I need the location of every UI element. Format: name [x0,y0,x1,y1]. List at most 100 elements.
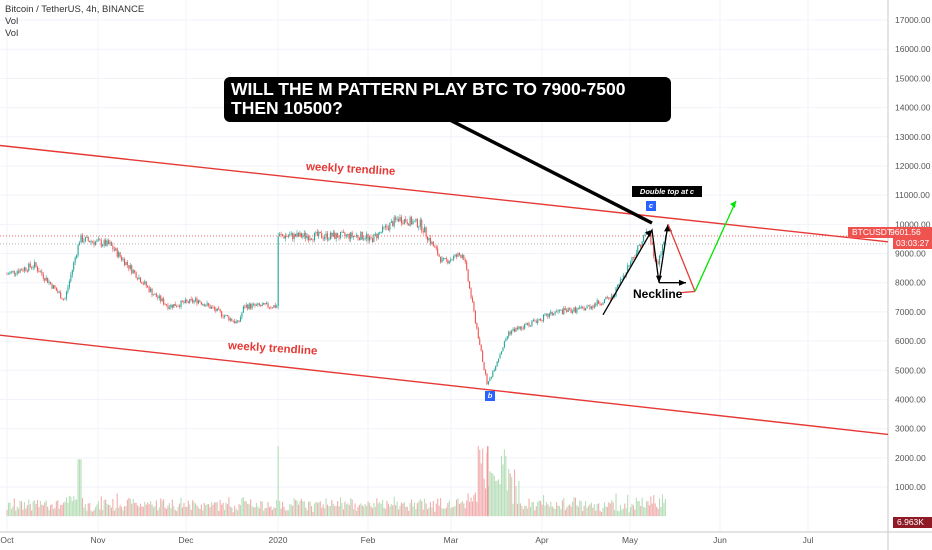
volume-bar [554,509,556,517]
volume-indicator-label[interactable]: Vol [5,16,19,27]
candle-body [9,272,11,274]
volume-bar [447,503,449,517]
candle-body [659,255,661,265]
price-candles [6,214,666,386]
candle-body [345,234,347,236]
candle-body [563,308,565,314]
candle-body [212,307,214,308]
candle-body [177,305,179,307]
candle-body [540,318,542,321]
volume-bar [390,504,392,517]
candle-body [112,245,114,250]
candle-body [448,261,450,264]
candle-body [409,217,411,226]
candle-body [193,300,195,303]
candle-body [457,253,459,257]
volume-bar [379,502,381,517]
candle-body [121,256,123,261]
candle-body [466,261,468,270]
volume-bar [77,459,79,517]
volume-bar [544,505,546,517]
candle-body [425,227,427,237]
volume-bar [660,506,662,517]
volume-bar [45,500,47,517]
volume-bar [450,508,452,517]
volume-bar [527,508,529,517]
volume-bar [203,502,205,517]
projection-up-head [730,200,736,208]
candle-body [247,304,249,310]
candle-body [442,258,445,260]
point-b-badge[interactable]: b [485,391,495,401]
candle-body [374,233,376,235]
candle-body [152,294,155,296]
volume-bar [289,504,291,517]
volume-bar [180,497,182,517]
volume-bar [634,509,636,517]
time-axis[interactable]: Oct Nov Dec 2020 Feb Mar Apr May Jun Jul [0,535,813,545]
x-tick-label: 2020 [269,535,288,545]
volume-bar [540,500,542,517]
candle-body [47,277,49,283]
candle-body [406,222,408,224]
neckline-label[interactable]: Neckline [633,287,683,301]
volume-bar [608,502,610,517]
volume-bar [41,504,43,517]
candle-body [203,303,205,307]
double-top-label[interactable]: Double top at c [632,186,702,197]
candle-body [460,255,462,258]
candle-body [303,233,305,237]
volume-bar [599,510,601,517]
candle-body [109,242,111,245]
question-callout[interactable]: WILL THE M PATTERN PLAY BTC TO 7900-7500… [224,77,671,122]
candle-body [226,315,228,317]
candle-body [593,304,595,308]
volume-indicator-label-2[interactable]: Vol [5,28,19,39]
volume-bar [632,505,634,517]
candle-body [190,298,192,300]
volume-bar [150,501,152,517]
volume-bar [464,508,466,517]
volume-bar [424,498,426,517]
candle-body [325,233,327,238]
volume-bar [250,499,252,517]
candle-body [564,308,566,311]
volume-bar [466,500,468,517]
candle-body [485,370,487,374]
volume-bar [647,501,649,517]
volume-bar [473,495,475,517]
candle-body [350,232,352,240]
candle-body [348,234,350,240]
volume-bar [271,509,273,517]
volume-bar [193,502,195,517]
candle-body [428,238,430,241]
symbol-title[interactable]: Bitcoin / TetherUS, 4h, BINANCE [5,4,145,15]
volume-bar [29,504,31,517]
volume-bar [173,506,175,517]
candle-body [128,265,130,269]
candle-body [242,306,244,313]
x-tick-label: Dec [178,535,194,545]
candle-body [34,262,36,268]
candle-body [41,271,43,275]
volume-bar [502,464,504,517]
volume-bar [163,499,165,517]
volume-bar [21,501,23,517]
volume-bar [257,506,259,517]
volume-bar [558,505,561,517]
candle-body [225,315,227,316]
candle-body [518,326,520,329]
volume-bar [498,479,500,517]
candle-body [222,316,224,318]
candle-body [35,262,37,267]
volume-bar [68,495,70,517]
volume-bar [155,500,157,517]
candle-body [525,323,527,325]
volume-bar [309,501,311,517]
price-axis[interactable]: 17000.00 16000.00 15000.00 14000.00 13000.00… [895,15,931,492]
volume-bar [545,501,547,517]
point-c-badge[interactable]: c [646,201,656,211]
volume-bar [19,500,21,517]
